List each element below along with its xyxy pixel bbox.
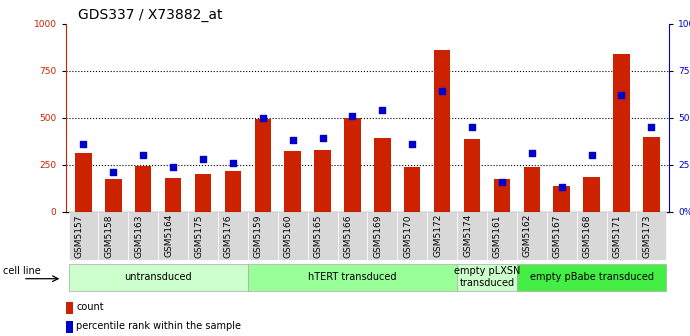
FancyBboxPatch shape — [636, 212, 667, 260]
Text: GSM5169: GSM5169 — [373, 214, 382, 258]
Text: GSM5162: GSM5162 — [523, 214, 532, 257]
Text: GSM5157: GSM5157 — [75, 214, 83, 258]
FancyBboxPatch shape — [577, 212, 607, 260]
Point — [287, 137, 298, 143]
Text: GSM5160: GSM5160 — [284, 214, 293, 258]
Bar — [255, 120, 271, 212]
Point — [466, 124, 477, 130]
Bar — [135, 166, 152, 212]
Bar — [66, 302, 73, 314]
FancyBboxPatch shape — [308, 212, 337, 260]
Bar — [494, 179, 510, 212]
Bar — [404, 167, 420, 212]
Text: percentile rank within the sample: percentile rank within the sample — [77, 321, 242, 331]
FancyBboxPatch shape — [68, 263, 248, 291]
Point — [437, 89, 448, 94]
Point — [228, 160, 239, 165]
Bar — [583, 177, 600, 212]
Bar — [344, 118, 361, 212]
Point — [257, 115, 268, 120]
FancyBboxPatch shape — [188, 212, 218, 260]
Text: empty pBabe transduced: empty pBabe transduced — [530, 272, 653, 282]
FancyBboxPatch shape — [397, 212, 427, 260]
FancyBboxPatch shape — [427, 212, 457, 260]
Text: untransduced: untransduced — [124, 272, 192, 282]
Text: cell line: cell line — [3, 266, 41, 276]
FancyBboxPatch shape — [218, 212, 248, 260]
Point — [586, 153, 597, 158]
Point — [197, 156, 208, 162]
FancyBboxPatch shape — [457, 212, 487, 260]
FancyBboxPatch shape — [248, 263, 457, 291]
Text: GSM5163: GSM5163 — [135, 214, 144, 258]
FancyBboxPatch shape — [128, 212, 158, 260]
Text: count: count — [77, 302, 104, 312]
Text: GSM5165: GSM5165 — [313, 214, 323, 258]
Bar — [315, 150, 331, 212]
Point — [616, 92, 627, 98]
Bar — [105, 179, 121, 212]
Text: GSM5175: GSM5175 — [194, 214, 203, 258]
Bar — [524, 167, 540, 212]
Point — [377, 108, 388, 113]
Text: GSM5173: GSM5173 — [642, 214, 651, 258]
FancyBboxPatch shape — [68, 212, 99, 260]
Point — [556, 184, 567, 190]
FancyBboxPatch shape — [99, 212, 128, 260]
Text: GSM5167: GSM5167 — [553, 214, 562, 258]
Bar — [374, 138, 391, 212]
Point — [496, 179, 507, 184]
Text: GSM5161: GSM5161 — [493, 214, 502, 258]
Point — [108, 169, 119, 175]
Text: GSM5170: GSM5170 — [403, 214, 412, 258]
Bar — [66, 321, 73, 333]
Text: GSM5172: GSM5172 — [433, 214, 442, 257]
FancyBboxPatch shape — [607, 212, 636, 260]
FancyBboxPatch shape — [546, 212, 577, 260]
Point — [138, 153, 149, 158]
Bar — [195, 174, 211, 212]
Point — [526, 151, 538, 156]
Bar — [225, 171, 241, 212]
FancyBboxPatch shape — [337, 212, 367, 260]
Bar — [284, 151, 301, 212]
Text: GSM5168: GSM5168 — [582, 214, 591, 258]
Bar — [553, 186, 570, 212]
Text: GSM5159: GSM5159 — [254, 214, 263, 258]
Bar — [165, 178, 181, 212]
FancyBboxPatch shape — [367, 212, 397, 260]
Bar — [434, 50, 451, 212]
Text: empty pLXSN
transduced: empty pLXSN transduced — [454, 266, 520, 288]
FancyBboxPatch shape — [517, 212, 546, 260]
Bar — [464, 139, 480, 212]
FancyBboxPatch shape — [248, 212, 278, 260]
Bar — [613, 54, 630, 212]
FancyBboxPatch shape — [158, 212, 188, 260]
FancyBboxPatch shape — [487, 212, 517, 260]
FancyBboxPatch shape — [517, 263, 667, 291]
Point — [347, 113, 358, 118]
Point — [646, 124, 657, 130]
Point — [168, 164, 179, 169]
Text: GSM5164: GSM5164 — [164, 214, 173, 257]
FancyBboxPatch shape — [457, 263, 517, 291]
Point — [317, 136, 328, 141]
Text: GSM5166: GSM5166 — [344, 214, 353, 258]
FancyBboxPatch shape — [278, 212, 308, 260]
Text: GSM5158: GSM5158 — [104, 214, 113, 258]
Point — [78, 141, 89, 146]
Text: GSM5171: GSM5171 — [613, 214, 622, 258]
Point — [406, 141, 417, 146]
Text: GSM5176: GSM5176 — [224, 214, 233, 258]
Text: GDS337 / X73882_at: GDS337 / X73882_at — [77, 8, 222, 23]
Text: hTERT transduced: hTERT transduced — [308, 272, 397, 282]
Text: GSM5174: GSM5174 — [463, 214, 472, 257]
Bar — [643, 137, 660, 212]
Bar — [75, 153, 92, 212]
